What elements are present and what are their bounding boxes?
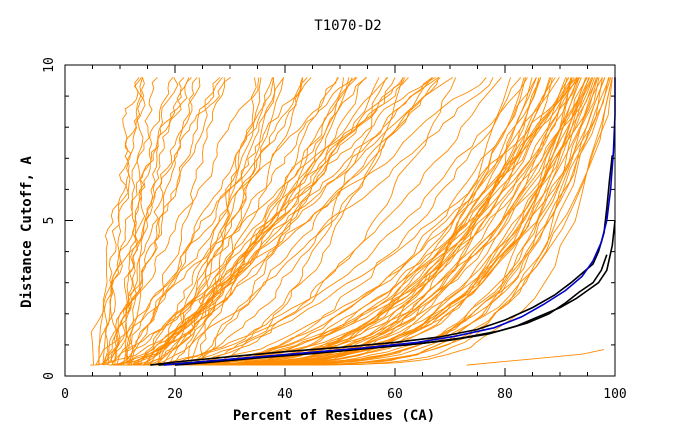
background-model-curve [110, 77, 179, 366]
background-model-curve [96, 77, 273, 366]
x-tick-label: 0 [61, 387, 69, 402]
x-tick-label: 100 [603, 387, 626, 402]
x-tick-label: 20 [167, 387, 183, 402]
background-model-curve [127, 77, 304, 366]
background-model-curve [143, 77, 454, 366]
x-axis-label: Percent of Residues (CA) [233, 408, 435, 424]
background-model-curve [102, 77, 201, 366]
background-model-curve [104, 77, 487, 366]
y-axis-ticks: 0 5 10 [42, 57, 615, 380]
background-model-curve [141, 77, 528, 366]
background-model-curve [223, 77, 522, 366]
background-model-curve [223, 77, 568, 366]
y-tick-label: 0 [42, 372, 57, 380]
background-model-curve [116, 77, 368, 366]
background-model-curve [127, 77, 262, 366]
background-model-curve [171, 77, 612, 366]
highlight-curve-model-blue [163, 77, 616, 366]
x-tick-label: 80 [497, 387, 513, 402]
background-model-curve [134, 77, 396, 366]
background-model-curve [90, 77, 350, 366]
background-model-curve [248, 77, 542, 366]
background-model-curves [90, 77, 613, 366]
highlight-model-curves [150, 77, 616, 366]
y-tick-label: 10 [42, 57, 57, 73]
background-model-curve [122, 77, 174, 366]
background-model-curve [116, 77, 380, 366]
x-tick-label: 40 [277, 387, 293, 402]
background-model-curve [129, 77, 303, 366]
background-model-curve [132, 77, 389, 366]
background-model-curve [220, 77, 572, 366]
background-model-curve [124, 77, 158, 366]
background-model-curve [153, 77, 494, 366]
highlight-curve-model-c [174, 254, 608, 366]
background-model-curve [157, 77, 578, 366]
background-model-curve [116, 77, 308, 366]
y-axis-label: Distance Cutoff, A [19, 156, 35, 308]
background-model-curve [128, 77, 185, 366]
background-model-curve [178, 77, 404, 366]
background-model-curve [107, 77, 221, 366]
background-model-curve [125, 77, 144, 366]
background-model-curve [466, 349, 605, 366]
background-model-curve [245, 77, 581, 366]
x-tick-label: 60 [387, 387, 403, 402]
background-model-curve [189, 77, 439, 366]
background-model-curve [103, 77, 146, 366]
background-model-curve [149, 77, 433, 366]
background-model-curve [182, 77, 572, 366]
background-model-curve [141, 77, 344, 366]
background-model-curve [98, 77, 192, 366]
background-model-curve [188, 77, 457, 366]
background-model-curve [153, 77, 603, 366]
background-model-curve [197, 77, 276, 366]
background-model-curve [142, 77, 312, 366]
background-model-curve [106, 77, 223, 366]
background-model-curve [126, 77, 226, 366]
chart-title: T1070-D2 [314, 18, 381, 34]
x-axis-ticks: 0 20 40 60 80 100 [61, 65, 627, 402]
background-model-curve [136, 77, 502, 366]
background-model-curve [203, 77, 570, 366]
y-tick-label: 5 [42, 217, 57, 225]
background-model-curve [129, 77, 284, 366]
background-model-curve [95, 77, 404, 366]
background-model-curve [102, 77, 142, 366]
background-model-curve [114, 77, 198, 366]
background-model-curve [102, 77, 260, 366]
background-model-curve [188, 77, 433, 366]
background-model-curve [157, 77, 357, 366]
background-model-curve [161, 77, 409, 366]
background-model-curve [191, 77, 439, 366]
background-model-curve [120, 77, 613, 366]
